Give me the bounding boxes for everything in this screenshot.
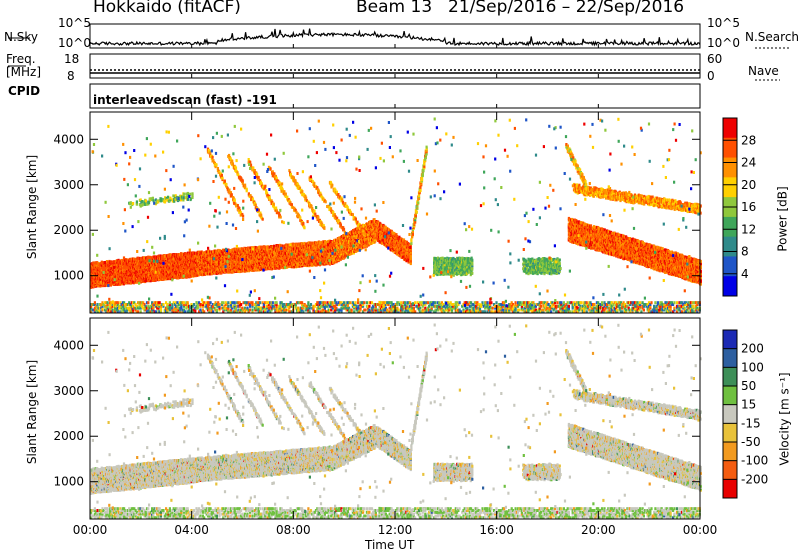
freq-tick-low: 8: [67, 69, 75, 83]
noise-right-tick-high: 10^5: [707, 16, 740, 30]
power-cell: [241, 247, 244, 251]
power-cell: [192, 262, 195, 266]
power-cell: [120, 260, 123, 264]
power-cell: [164, 264, 167, 268]
power-cell: [174, 253, 177, 257]
date-range: 21/Sep/2016 – 22/Sep/2016: [448, 0, 684, 17]
freq-unit-label: [MHz]: [6, 65, 41, 79]
power-cell: [229, 270, 232, 274]
nave-tick-high: 60: [707, 52, 722, 66]
radar-title: Hokkaido (fitACF): [93, 0, 241, 17]
noise-right-tick-low: 10^0: [707, 36, 740, 50]
power-cell: [241, 264, 244, 268]
freq-label: Freq.: [6, 52, 36, 66]
power-cell: [209, 272, 212, 276]
power-cell: [147, 273, 151, 277]
nave-tick-low: 0: [707, 69, 715, 83]
power-heatmap: [90, 117, 702, 314]
noise-left-tick-high: 10^5: [58, 16, 91, 30]
power-cell: [133, 281, 136, 284]
freq-tick-high: 18: [64, 52, 79, 66]
beam-label: Beam 13: [356, 0, 432, 17]
power-cell: [93, 281, 96, 285]
noise-sky-trace: [89, 28, 701, 47]
nave-label: Nave: [748, 64, 779, 78]
power-cell: [99, 278, 102, 282]
power-cell: [127, 258, 130, 262]
noise-search-label: N.Search: [745, 30, 799, 44]
noise-left-tick-low: 10^0: [58, 36, 91, 50]
noise-sky-label: N.Sky: [4, 30, 38, 44]
power-cell: [200, 264, 203, 268]
cpid-label: CPID: [8, 84, 40, 98]
x-axis-label: Time UT: [365, 538, 414, 552]
cpid-program: interleavedscan (fast) -191: [93, 93, 277, 107]
